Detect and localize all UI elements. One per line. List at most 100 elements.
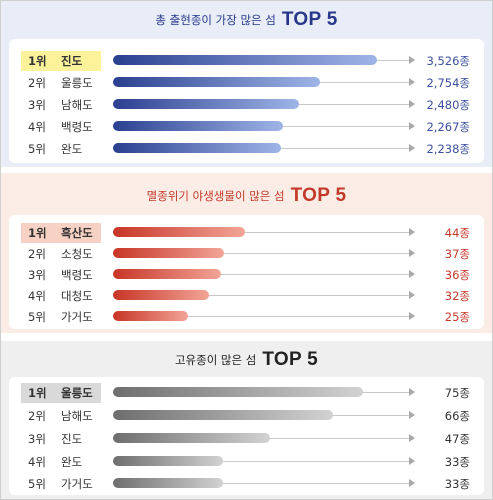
panel-endangered-species: 멸종위기 야생생물이 많은 섬 TOP 5 1위 흑산도 44종 2위 소청도 37종 3위… (1, 173, 492, 333)
top-rank-highlight (21, 383, 101, 403)
value-label: 33종 (444, 455, 470, 469)
bar-guide-line (113, 295, 409, 296)
island-name: 백령도 (61, 120, 93, 134)
ranking-row: 4위 대청도 32종 (9, 286, 484, 308)
arrow-head-icon (409, 144, 415, 152)
bar (113, 143, 281, 153)
rank-label: 3위 (28, 432, 46, 446)
panel-title: TOP 5 (262, 349, 319, 370)
ranking-card: 1위 진도 3,526종 2위 울릉도 2,754종 3위 남해도 2,480종 4위 백령도 2,2… (9, 39, 484, 163)
ranking-card: 1위 흑산도 44종 2위 소청도 37종 3위 백령도 36종 4위 대청도 32종 5위 가거도 25종 (9, 215, 484, 329)
ranking-card: 1위 울릉도 75종 2위 남해도 66종 3위 진도 47종 4위 완도 33종 5위 가거도 33종 (9, 377, 484, 495)
bar-guide-line (113, 253, 409, 254)
panel-header: 고유종이 많은 섬 TOP 5 (1, 341, 492, 379)
rank-label: 2위 (28, 247, 46, 261)
island-name: 진도 (61, 432, 83, 446)
bar (113, 478, 223, 488)
bar (113, 99, 299, 109)
ranking-row: 4위 완도 33종 (9, 452, 484, 474)
rank-label: 2위 (28, 76, 46, 90)
arrow-head-icon (409, 122, 415, 130)
rank-label: 4위 (28, 289, 46, 303)
rank-label: 2위 (28, 409, 46, 423)
value-label: 44종 (444, 226, 470, 240)
rank-label: 5위 (28, 310, 46, 324)
bar (113, 433, 270, 443)
panel-total-species: 총 출현종이 가장 많은 섬 TOP 5 1위 진도 3,526종 2위 울릉도 2,75… (1, 1, 492, 167)
panel-header: 멸종위기 야생생물이 많은 섬 TOP 5 (1, 177, 492, 215)
value-label: 75종 (444, 386, 470, 400)
bar (113, 77, 320, 87)
value-label: 25종 (444, 310, 470, 324)
ranking-row: 1위 흑산도 44종 (9, 223, 484, 245)
panel-subtitle: 멸종위기 야생생물이 많은 섬 (146, 189, 285, 203)
rank-label: 1위 (28, 54, 47, 68)
bar (113, 121, 283, 131)
value-label: 2,267종 (426, 120, 470, 134)
top-rank-highlight (21, 223, 101, 243)
value-label: 2,754종 (426, 76, 470, 90)
island-name: 흑산도 (61, 226, 93, 240)
ranking-row: 5위 완도 2,238종 (9, 139, 484, 161)
bar (113, 55, 377, 65)
island-name: 남해도 (61, 409, 93, 423)
arrow-head-icon (409, 249, 415, 257)
panel-subtitle: 총 출현종이 가장 많은 섬 (155, 13, 276, 27)
ranking-row: 1위 진도 3,526종 (9, 51, 484, 73)
island-name: 완도 (61, 142, 83, 156)
rank-label: 1위 (28, 386, 47, 400)
panel-endemic-species: 고유종이 많은 섬 TOP 5 1위 울릉도 75종 2위 남해도 66종 3위 진도 47종 4… (1, 341, 492, 499)
rank-label: 3위 (28, 98, 46, 112)
arrow-head-icon (409, 228, 415, 236)
ranking-row: 1위 울릉도 75종 (9, 383, 484, 405)
value-label: 36종 (444, 268, 470, 282)
bar (113, 311, 188, 321)
panel-subtitle: 고유종이 많은 섬 (174, 353, 257, 367)
island-name: 울릉도 (61, 76, 93, 90)
bar (113, 456, 223, 466)
arrow-head-icon (409, 312, 415, 320)
ranking-row: 5위 가거도 25종 (9, 307, 484, 329)
ranking-row: 3위 남해도 2,480종 (9, 95, 484, 117)
island-name: 진도 (61, 54, 83, 68)
arrow-head-icon (409, 78, 415, 86)
bar (113, 387, 363, 397)
arrow-head-icon (409, 56, 415, 64)
rank-label: 5위 (28, 142, 46, 156)
ranking-row: 2위 울릉도 2,754종 (9, 73, 484, 95)
rank-label: 5위 (28, 477, 46, 491)
ranking-row: 2위 소청도 37종 (9, 244, 484, 266)
bar-guide-line (113, 316, 409, 317)
ranking-row: 3위 진도 47종 (9, 429, 484, 451)
value-label: 37종 (444, 247, 470, 261)
ranking-row: 4위 백령도 2,267종 (9, 117, 484, 139)
island-name: 가거도 (61, 477, 93, 491)
island-name: 대청도 (61, 289, 93, 303)
island-name: 완도 (61, 455, 83, 469)
bar (113, 269, 221, 279)
arrow-head-icon (409, 434, 415, 442)
rank-label: 4위 (28, 455, 46, 469)
panel-title: TOP 5 (290, 185, 347, 206)
value-label: 32종 (444, 289, 470, 303)
island-name: 남해도 (61, 98, 93, 112)
arrow-head-icon (409, 100, 415, 108)
arrow-head-icon (409, 479, 415, 487)
rank-label: 1위 (28, 226, 47, 240)
bar (113, 410, 333, 420)
arrow-head-icon (409, 388, 415, 396)
arrow-head-icon (409, 411, 415, 419)
value-label: 33종 (444, 477, 470, 491)
value-label: 66종 (444, 409, 470, 423)
arrow-head-icon (409, 270, 415, 278)
arrow-head-icon (409, 291, 415, 299)
bar-guide-line (113, 232, 409, 233)
bar-guide-line (113, 461, 409, 462)
bar (113, 248, 224, 258)
value-label: 2,238종 (426, 142, 470, 156)
panel-header: 총 출현종이 가장 많은 섬 TOP 5 (1, 1, 492, 39)
island-name: 가거도 (61, 310, 93, 324)
ranking-row: 3위 백령도 36종 (9, 265, 484, 287)
bar-guide-line (113, 274, 409, 275)
